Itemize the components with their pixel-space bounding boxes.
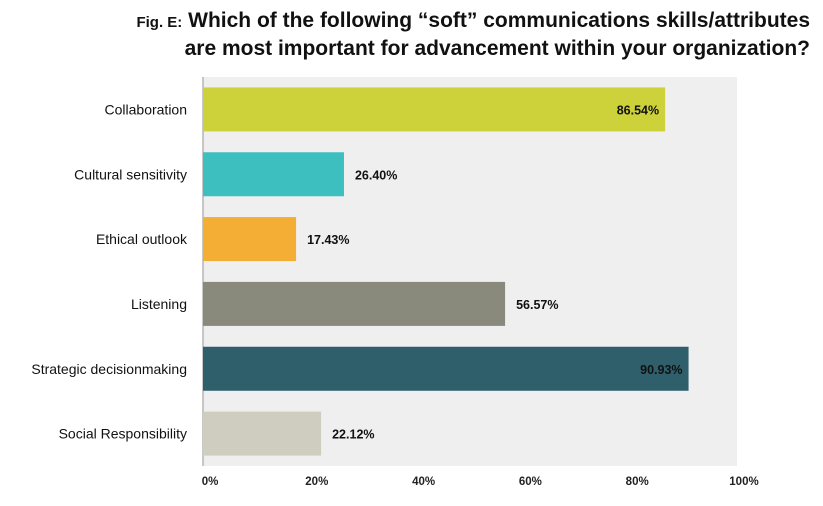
plot-area [203, 77, 737, 466]
data-label: 22.12% [332, 428, 374, 442]
category-label: Social Responsibility [59, 426, 187, 442]
chart-title: Fig. E: Which of the following “soft” co… [0, 8, 810, 62]
data-label: 86.54% [617, 103, 659, 117]
x-tick-label: 0% [202, 476, 219, 488]
title-line-2: are most important for advancement withi… [184, 37, 810, 60]
data-label: 56.57% [516, 298, 558, 312]
category-label: Strategic decisionmaking [31, 361, 187, 377]
x-tick-label: 40% [412, 476, 435, 488]
bar [203, 87, 666, 132]
category-label: Ethical outlook [96, 231, 188, 247]
bar [203, 411, 322, 456]
category-label: Collaboration [105, 101, 188, 117]
data-label: 26.40% [355, 168, 397, 182]
title-line-1: Fig. E: Which of the following “soft” co… [0, 8, 810, 36]
x-tick-label: 20% [305, 476, 328, 488]
category-label: Cultural sensitivity [74, 166, 187, 182]
title-text-1: Which of the following “soft” communicat… [188, 9, 810, 32]
data-label: 90.93% [640, 363, 682, 377]
x-tick-label: 80% [626, 476, 649, 488]
bar [203, 217, 297, 262]
figure-label: Fig. E: [136, 14, 183, 31]
category-label: Listening [131, 296, 187, 312]
x-tick-label: 60% [519, 476, 542, 488]
x-tick-label: 100% [729, 476, 758, 488]
bar [203, 346, 689, 391]
data-label: 17.43% [307, 233, 349, 247]
bar [203, 152, 344, 197]
bar [203, 281, 506, 326]
